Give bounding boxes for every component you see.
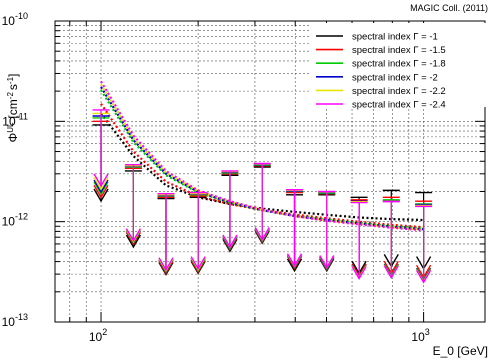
- legend: spectral index Γ = -1 spectral index Γ = …: [310, 23, 486, 111]
- upper-limit-arrowhead: [351, 266, 367, 280]
- y-tick-label: 10-11: [2, 111, 28, 128]
- y-tick-label: 10-13: [2, 312, 28, 329]
- upper-limit-arrowhead: [125, 228, 142, 243]
- upper-limit-arrowhead: [415, 270, 432, 284]
- legend-label: spectral index Γ = -1.5: [352, 45, 446, 56]
- sensitivity-curve: [100, 112, 424, 222]
- legend-label: spectral index Γ = -1.8: [352, 59, 446, 70]
- y-axis-units: [cm: [6, 99, 20, 118]
- upper-limit-arrowhead: [254, 227, 270, 241]
- legend-box: [310, 23, 486, 107]
- sensitivity-curve: [100, 83, 424, 231]
- upper-limit-arrowhead: [93, 173, 109, 188]
- upper-limit-arrowhead: [286, 253, 303, 268]
- upper-limit-arrowhead: [93, 188, 109, 203]
- upper-limit-arrowhead: [93, 179, 109, 194]
- legend-label: spectral index Γ = -1: [352, 32, 438, 43]
- upper-limit-arrowhead: [222, 238, 238, 253]
- legend-label: spectral index Γ = -2: [352, 72, 438, 83]
- top-right-label: MAGIC Coll. (2011): [410, 3, 488, 13]
- plot-frame: [54, 20, 486, 323]
- x-tick-label: 103: [411, 327, 429, 344]
- y-tick-label: 10-10: [2, 11, 28, 28]
- x-axis-title: E_0 [GeV]: [433, 344, 488, 358]
- upper-limit-arrowhead: [286, 258, 303, 273]
- upper-limit-arrowhead: [190, 256, 206, 270]
- upper-limit-arrowhead: [158, 257, 174, 272]
- upper-limit-arrowhead: [93, 181, 109, 196]
- y-axis-superscript: UL: [6, 122, 15, 133]
- upper-limit-arrowhead: [93, 184, 109, 199]
- upper-limit-arrowhead: [383, 265, 399, 280]
- axis-ticks: 102 103 10-13 10-12 10-11 10-10: [2, 11, 485, 344]
- upper-limit-arrowhead: [319, 255, 335, 269]
- x-tick-label: 102: [89, 327, 107, 344]
- y-axis-symbol: Φ: [6, 133, 20, 143]
- y-axis-title-text: ΦUL[cm-2s-1]: [6, 74, 21, 143]
- sensitivity-curve: [100, 80, 424, 232]
- y-axis-units-tail: s: [6, 84, 20, 90]
- upper-limit-markers: [92, 109, 433, 284]
- upper-limit-arrowhead: [222, 234, 238, 249]
- upper-limit-arrowhead: [93, 177, 109, 191]
- y-axis-title: ΦUL[cm-2s-1]: [6, 74, 21, 143]
- legend-label: spectral index Γ = -2.4: [352, 100, 446, 111]
- legend-label: spectral index Γ = -2.2: [352, 86, 446, 97]
- y-tick-label: 10-12: [2, 212, 28, 229]
- upper-limit-arrowhead: [125, 234, 142, 249]
